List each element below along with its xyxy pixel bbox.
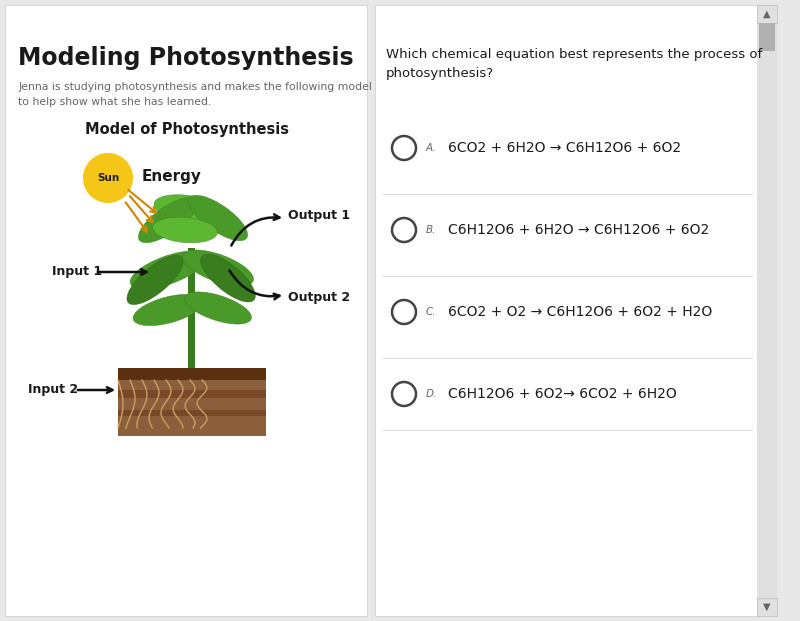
Bar	[118, 390, 266, 398]
Ellipse shape	[188, 195, 248, 241]
Ellipse shape	[133, 294, 203, 325]
Ellipse shape	[185, 292, 251, 324]
Text: Model of Photosynthesis: Model of Photosynthesis	[85, 122, 289, 137]
Text: C6H12O6 + 6H2O → C6H12O6 + 6O2: C6H12O6 + 6H2O → C6H12O6 + 6O2	[448, 223, 710, 237]
Text: Output 1: Output 1	[288, 209, 350, 222]
Ellipse shape	[154, 195, 228, 225]
Bar	[188, 248, 195, 368]
Text: Input 1: Input 1	[52, 266, 102, 278]
Circle shape	[392, 382, 416, 406]
Text: Which chemical equation best represents the process of
photosynthesis?: Which chemical equation best represents …	[386, 48, 762, 80]
Text: Input 2: Input 2	[28, 384, 78, 396]
Bar	[759, 23, 775, 51]
Text: Output 2: Output 2	[288, 291, 350, 304]
Text: D.: D.	[426, 389, 438, 399]
Bar	[118, 368, 266, 380]
Circle shape	[83, 153, 133, 203]
FancyBboxPatch shape	[375, 5, 757, 616]
Ellipse shape	[153, 217, 218, 243]
Circle shape	[392, 300, 416, 324]
Bar	[118, 368, 266, 436]
Bar	[757, 5, 777, 23]
Text: C.: C.	[426, 307, 437, 317]
Circle shape	[392, 218, 416, 242]
Text: Modeling Photosynthesis: Modeling Photosynthesis	[18, 46, 354, 70]
Bar	[757, 598, 777, 616]
Ellipse shape	[182, 250, 254, 286]
Ellipse shape	[138, 197, 198, 243]
FancyBboxPatch shape	[5, 5, 367, 616]
Text: B.: B.	[426, 225, 436, 235]
Ellipse shape	[127, 255, 183, 305]
Text: C6H12O6 + 6O2→ 6CO2 + 6H2O: C6H12O6 + 6O2→ 6CO2 + 6H2O	[448, 387, 677, 401]
Circle shape	[392, 136, 416, 160]
Ellipse shape	[201, 254, 255, 302]
Text: ▲: ▲	[763, 9, 770, 19]
Text: 6CO2 + 6H2O → C6H12O6 + 6O2: 6CO2 + 6H2O → C6H12O6 + 6O2	[448, 141, 681, 155]
Text: Jenna is studying photosynthesis and makes the following model
to help show what: Jenna is studying photosynthesis and mak…	[18, 82, 372, 107]
Text: 6CO2 + O2 → C6H12O6 + 6O2 + H2O: 6CO2 + O2 → C6H12O6 + 6O2 + H2O	[448, 305, 712, 319]
Bar	[757, 5, 777, 616]
Text: Sun: Sun	[97, 173, 119, 183]
Ellipse shape	[130, 251, 206, 289]
Text: Energy: Energy	[142, 168, 202, 183]
Text: ▼: ▼	[763, 602, 770, 612]
Text: A.: A.	[426, 143, 437, 153]
Bar	[118, 410, 266, 416]
